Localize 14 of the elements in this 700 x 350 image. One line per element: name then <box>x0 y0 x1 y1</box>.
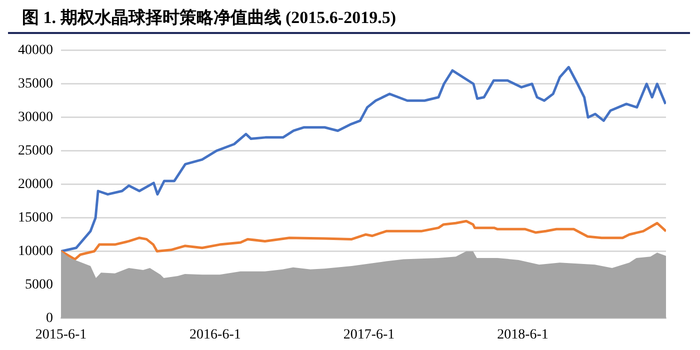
x-tick-label: 2018-6-1 <box>497 327 548 342</box>
y-tick-label: 25000 <box>18 143 53 158</box>
x-tick-label: 2015-6-1 <box>35 327 87 342</box>
y-tick-label: 40000 <box>18 43 53 58</box>
y-tick-label: 30000 <box>18 110 53 126</box>
y-tick-label: 15000 <box>18 210 53 226</box>
chart-title: 图 1. 期权水晶球择时策略净值曲线 (2015.6-2019.5) <box>8 0 690 34</box>
y-tick-label: 20000 <box>18 176 53 192</box>
y-tick-label: 0 <box>46 310 53 326</box>
y-tick-label: 10000 <box>18 244 53 259</box>
x-tick-label: 2016-6-1 <box>190 327 241 342</box>
y-tick-label: 5000 <box>25 277 53 292</box>
x-tick-label: 2017-6-1 <box>343 327 395 342</box>
y-tick-label: 35000 <box>18 76 53 92</box>
